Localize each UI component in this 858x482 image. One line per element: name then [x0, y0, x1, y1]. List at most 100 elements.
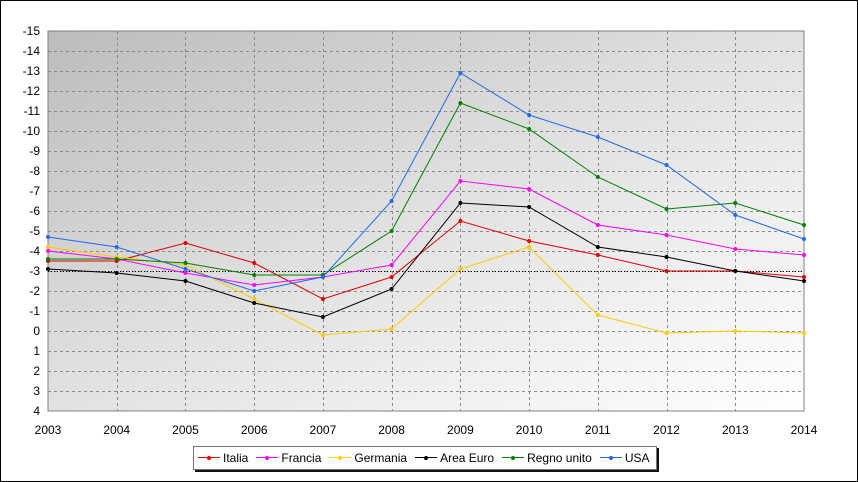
data-point-francia	[527, 187, 532, 191]
y-tick-label: -4	[29, 244, 40, 258]
data-point-regno-unito	[733, 201, 738, 205]
y-tick-label: -11	[24, 104, 41, 118]
data-point-usa	[733, 213, 738, 217]
y-tick-label: -6	[29, 204, 40, 218]
legend-label: Germania	[354, 451, 408, 465]
data-point-francia	[458, 179, 463, 183]
data-point-germania	[320, 333, 325, 337]
y-tick-label: 2	[33, 364, 40, 378]
legend-label: Area Euro	[440, 451, 495, 465]
data-point-italia	[183, 241, 188, 245]
y-tick-label: -10	[23, 124, 41, 138]
data-point-italia	[527, 239, 532, 243]
data-point-francia	[252, 283, 257, 287]
data-point-usa	[252, 289, 257, 293]
series-line-germania	[47, 246, 805, 336]
series-line-francia	[47, 180, 805, 286]
legend-item-area-euro: Area Euro	[415, 451, 494, 465]
y-tick-label: -14	[23, 44, 41, 58]
legend-swatch-dot	[424, 456, 429, 460]
x-tick-label: 2003	[35, 423, 62, 437]
legend-swatch	[502, 453, 525, 463]
legend-swatch	[256, 453, 279, 463]
data-point-usa	[595, 135, 600, 139]
data-point-francia	[46, 249, 50, 253]
data-point-regno-unito	[458, 101, 463, 105]
x-tick-label: 2004	[103, 423, 130, 437]
x-tick-label: 2012	[653, 423, 680, 437]
data-point-usa	[183, 267, 188, 271]
data-point-area-euro	[46, 267, 50, 271]
data-point-area-euro	[458, 201, 463, 205]
legend-item-francia: Francia	[256, 451, 321, 465]
data-point-germania	[802, 331, 806, 335]
plot-area	[47, 30, 805, 412]
series-group	[46, 71, 806, 337]
legend-swatch	[198, 453, 220, 463]
data-point-area-euro	[320, 315, 325, 319]
data-point-italia	[252, 261, 257, 265]
legend-item-germania: Germania	[329, 451, 407, 465]
x-tick-label: 2008	[378, 423, 405, 437]
legend-label: Italia	[223, 451, 249, 465]
data-point-area-euro	[114, 271, 119, 275]
x-axis-ticks: 2003 2004 2005 2006 2007 2008 2009 2010 2011 2012…	[35, 423, 818, 437]
x-tick-label: 2006	[241, 423, 268, 437]
data-point-regno-unito	[46, 257, 50, 261]
data-point-germania	[458, 267, 463, 271]
data-point-francia	[183, 271, 188, 275]
data-point-area-euro	[595, 245, 600, 249]
legend-swatch	[415, 453, 438, 463]
data-point-regno-unito	[114, 257, 119, 261]
series-line-italia	[48, 220, 805, 300]
x-tick-label: 2014	[791, 423, 818, 437]
y-tick-label: 0	[33, 324, 40, 338]
data-point-francia	[733, 247, 738, 251]
data-point-germania	[46, 245, 50, 249]
data-point-area-euro	[664, 255, 669, 259]
data-point-regno-unito	[595, 175, 600, 179]
data-point-area-euro	[252, 301, 257, 305]
y-tick-label: -9	[29, 144, 40, 158]
y-tick-label: 4	[33, 404, 40, 418]
legend: Italia Francia Germania Area Euro Regno unit…	[193, 446, 657, 470]
series-line-area-euro	[47, 202, 805, 318]
data-point-regno-unito	[183, 261, 188, 265]
y-tick-label: -8	[29, 164, 40, 178]
legend-label: Francia	[281, 451, 322, 465]
x-tick-label: 2013	[722, 423, 749, 437]
data-point-italia	[595, 253, 600, 257]
data-point-usa	[46, 235, 50, 239]
legend-item-usa: USA	[599, 451, 650, 465]
x-tick-label: 2005	[172, 423, 199, 437]
data-point-usa	[320, 275, 325, 279]
x-tick-label: 2010	[516, 423, 543, 437]
legend-swatch	[329, 453, 352, 463]
y-tick-label: -12	[23, 84, 41, 98]
data-point-area-euro	[389, 287, 394, 291]
legend-swatch-dot	[511, 456, 516, 460]
data-point-usa	[527, 113, 532, 117]
y-tick-label: -2	[29, 284, 40, 298]
x-tick-label: 2011	[585, 423, 611, 437]
data-point-germania	[664, 331, 669, 335]
y-tick-label: -3	[29, 264, 40, 278]
data-point-regno-unito	[664, 207, 669, 211]
data-point-area-euro	[733, 269, 738, 273]
data-point-germania	[595, 313, 600, 317]
legend-swatch-dot	[338, 456, 343, 460]
data-point-italia	[664, 269, 669, 273]
y-tick-label: 3	[33, 384, 40, 398]
data-point-regno-unito	[802, 223, 806, 227]
legend-item-italia: Italia	[198, 451, 248, 465]
data-point-francia	[389, 263, 394, 267]
data-point-usa	[802, 237, 806, 241]
data-point-germania	[733, 329, 738, 333]
y-tick-label: -5	[29, 224, 40, 238]
data-point-regno-unito	[389, 229, 394, 233]
series-line-usa	[47, 72, 805, 292]
legend-label: USA	[624, 451, 650, 465]
y-tick-label: -15	[23, 24, 41, 38]
